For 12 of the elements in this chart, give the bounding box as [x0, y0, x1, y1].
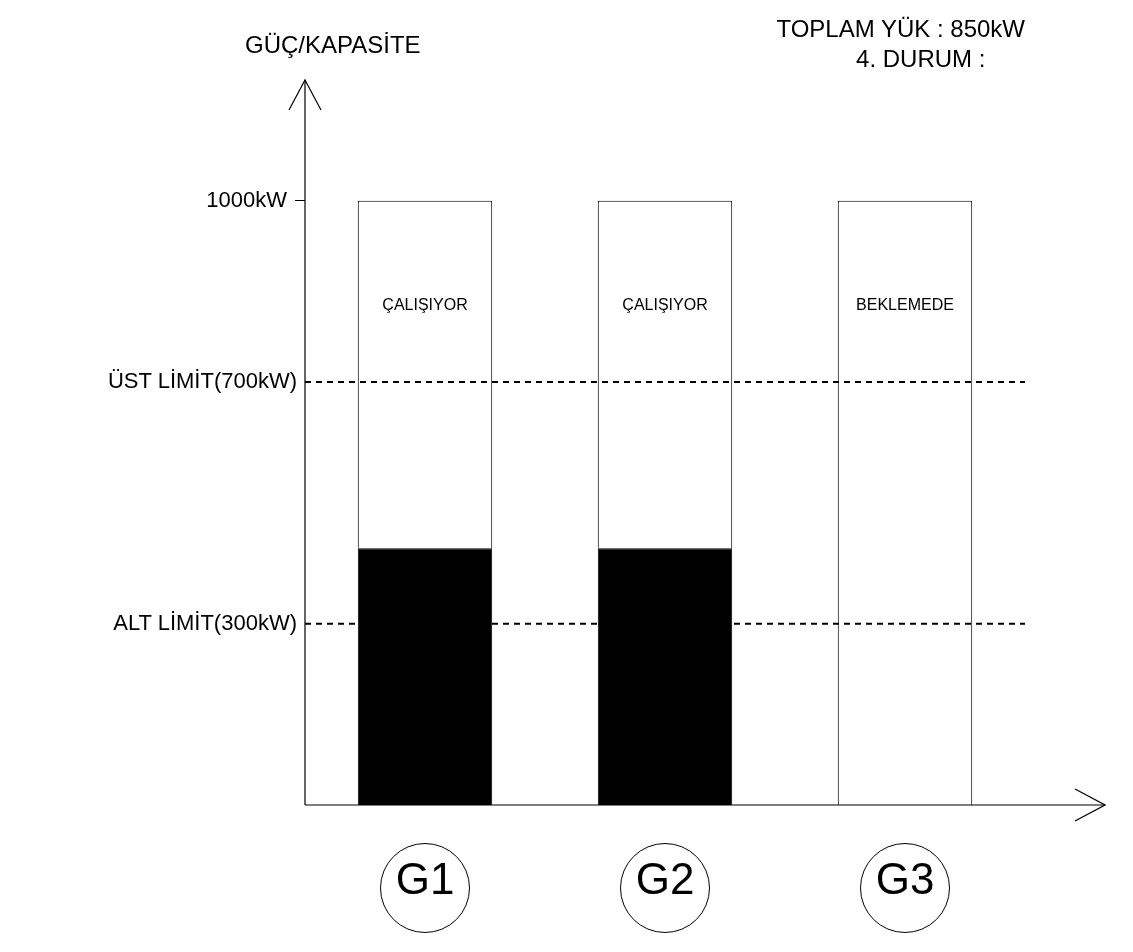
ref-line-label: ÜST LİMİT(700kW) — [107, 368, 297, 394]
x-tick-label: G3 — [875, 853, 935, 903]
y-axis-title: GÜÇ/KAPASİTE — [245, 31, 421, 59]
annotation: ÇALIŞIYOR — [382, 296, 468, 314]
x-tick-label: G2 — [635, 853, 695, 903]
y-tick-label: 1000kW — [206, 186, 288, 212]
x-tick-label: G1 — [395, 853, 455, 903]
annotation: BEKLEMEDE — [856, 296, 954, 314]
chart-subtitle: 4. DURUM : — [856, 44, 986, 72]
chart-title: TOPLAM YÜK : 850kW — [776, 15, 1026, 43]
ref-line-label: ALT LİMİT(300kW) — [113, 609, 297, 635]
annotation: ÇALIŞIYOR — [622, 296, 708, 314]
